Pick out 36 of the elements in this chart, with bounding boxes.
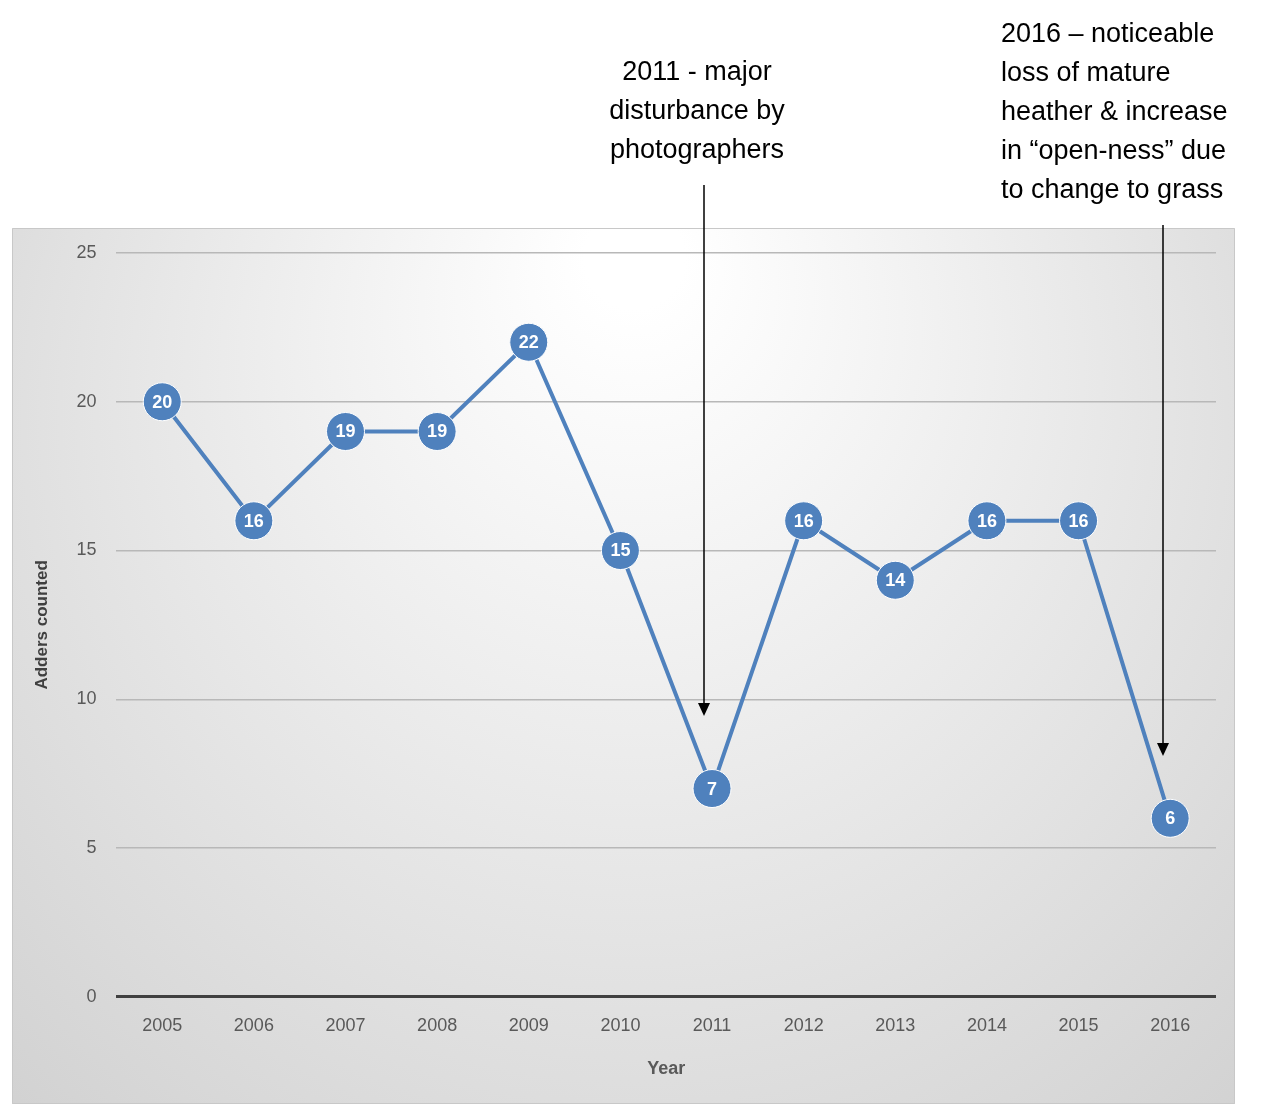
data-label: 14 bbox=[885, 570, 906, 591]
y-tick-label: 25 bbox=[76, 241, 97, 262]
data-label: 6 bbox=[1165, 808, 1176, 829]
x-tick-label: 2010 bbox=[600, 1014, 641, 1035]
y-axis-title: Adders counted bbox=[31, 560, 51, 690]
point bbox=[692, 769, 732, 809]
x-tick-label: 2008 bbox=[417, 1014, 458, 1035]
text: 2011 - major disturbance by photographers bbox=[609, 56, 786, 164]
data-label: 22 bbox=[518, 332, 539, 353]
data-label: 16 bbox=[976, 510, 997, 531]
y-tick-label: 20 bbox=[76, 390, 97, 411]
x-tick-label: 2012 bbox=[783, 1014, 824, 1035]
y-tick-label: 10 bbox=[76, 688, 97, 709]
data-label: 15 bbox=[610, 540, 631, 561]
x-tick-label: 2009 bbox=[508, 1014, 549, 1035]
data-label: 16 bbox=[793, 510, 814, 531]
y-tick-label: 5 bbox=[86, 837, 97, 858]
text: 2016 – noticeable loss of mature heather & increase in “open-ness” due to change to grass bbox=[1001, 18, 1228, 204]
x-tick-label: 2006 bbox=[233, 1014, 274, 1035]
data-label: 19 bbox=[427, 421, 448, 442]
data-label: 16 bbox=[243, 510, 264, 531]
y-tick-label: 0 bbox=[86, 985, 97, 1006]
y-tick-label: 15 bbox=[76, 539, 97, 560]
data-label: 19 bbox=[335, 421, 356, 442]
x-tick-label: 2013 bbox=[875, 1014, 916, 1035]
x-tick-label: 2014 bbox=[966, 1014, 1007, 1035]
data-label: 20 bbox=[152, 391, 173, 412]
point bbox=[1150, 798, 1190, 838]
data-label: 7 bbox=[707, 778, 718, 799]
x-tick-label: 2015 bbox=[1058, 1014, 1099, 1035]
x-tick-label: 2007 bbox=[325, 1014, 366, 1035]
x-tick-label: 2005 bbox=[142, 1014, 183, 1035]
x-tick-label: 2011 bbox=[692, 1014, 732, 1035]
x-axis-title: Year bbox=[647, 1058, 686, 1079]
x-tick-label: 2016 bbox=[1150, 1014, 1191, 1035]
data-label: 16 bbox=[1068, 510, 1089, 531]
